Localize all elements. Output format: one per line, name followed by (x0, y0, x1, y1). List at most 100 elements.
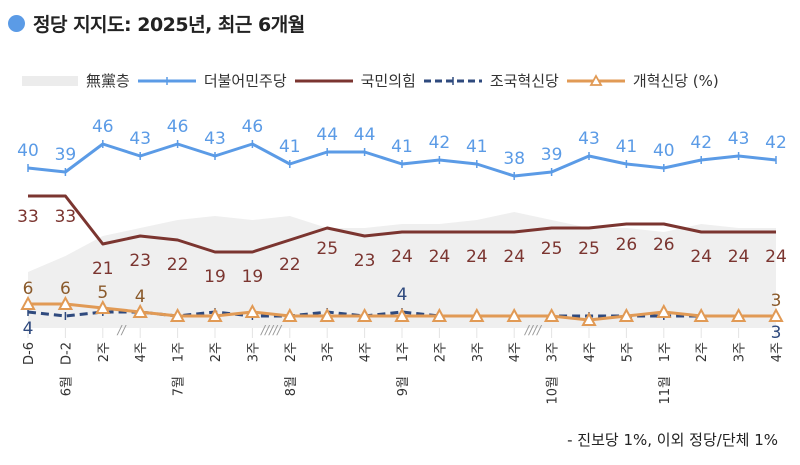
chart-title-text: 정당 지지도: 2025년, 최근 6개월 (33, 14, 305, 36)
data-label-democratic: 41 (616, 137, 638, 157)
data-label-democratic: 44 (354, 125, 376, 145)
data-label-ppp: 24 (391, 247, 413, 267)
data-label-democratic: 39 (541, 145, 563, 165)
x-axis-label: 1주 (396, 342, 411, 362)
data-point-reform (244, 303, 261, 318)
chart-legend: 無黨층 더불어민주당 국민의힘 조국혁신당 개혁신당 (%) (22, 70, 727, 91)
data-point-reform (543, 307, 560, 322)
data-point-reform (132, 303, 148, 318)
data-label-ppp: 24 (690, 247, 712, 267)
data-point-reform (356, 307, 373, 322)
data-label-democratic: 42 (690, 133, 712, 153)
data-label-democratic: 43 (129, 129, 151, 149)
data-label-democratic: 41 (391, 137, 413, 157)
legend-label: 無黨층 (86, 72, 130, 90)
data-point-reform (768, 307, 784, 322)
data-point-reform (95, 299, 111, 314)
title-bullet-icon (8, 15, 25, 32)
data-point-reform (394, 307, 410, 322)
data-point-reform (431, 307, 448, 322)
data-label-democratic: 42 (429, 133, 451, 153)
data-label-ppp: 25 (578, 239, 600, 259)
axis-break-mark: ///// (260, 323, 283, 337)
legend-swatch-area-icon (22, 75, 78, 86)
data-label-ppp: 26 (653, 235, 675, 255)
x-axis-label: 1주 (172, 342, 187, 362)
x-axis-label: 2주 (209, 342, 224, 362)
x-ticks-layer: /////////// (27, 323, 777, 338)
data-label-democratic: 38 (503, 149, 525, 169)
x-axis-label: 4주 (583, 342, 598, 362)
data-point-reform (207, 307, 223, 322)
data-label-ppp: 33 (55, 207, 77, 227)
legend-swatch-line-cross-icon (137, 76, 196, 85)
data-point-reform (581, 311, 597, 326)
area-layer (28, 212, 776, 328)
legend-item-ppp[interactable]: 국민의힘 (294, 70, 416, 91)
data-label-reform: 4 (135, 287, 146, 307)
x-axis-month-label: 11월 (658, 376, 673, 405)
data-label-ppp: 23 (129, 251, 151, 271)
data-label-ppp: 22 (167, 255, 189, 275)
series-line-rebuilding (27, 310, 776, 318)
data-point-reform (730, 307, 747, 322)
data-point-reform (469, 307, 485, 322)
axis-break-mark: // (116, 323, 127, 337)
x-axis-month-label: 9월 (396, 376, 411, 396)
x-axis-label: 3주 (546, 342, 561, 362)
legend-swatch-line-icon (294, 79, 353, 82)
data-point-reform (319, 307, 335, 322)
data-label-democratic: 44 (316, 125, 338, 145)
legend-item-nonpartisan[interactable]: 無黨층 (22, 70, 130, 91)
data-label-democratic: 39 (55, 145, 77, 165)
legend-item-reform[interactable]: 개혁신당 (%) (566, 70, 719, 91)
x-axis-month-label: 10월 (546, 376, 561, 405)
lines-layer (20, 140, 784, 326)
x-axis-label: 3주 (246, 342, 261, 362)
data-label-rebuilding: 4 (23, 319, 34, 339)
axis-break-mark: //// (524, 323, 543, 337)
data-point-reform (169, 307, 186, 322)
data-point-reform (656, 303, 672, 318)
x-axis-month-label: 6월 (59, 376, 74, 396)
data-label-democratic: 46 (167, 117, 189, 137)
data-label-ppp: 22 (279, 255, 301, 275)
data-label-rebuilding: 4 (397, 285, 408, 305)
data-label-ppp: 24 (503, 247, 525, 267)
data-point-reform (57, 295, 74, 310)
area-nonpartisan (28, 212, 776, 328)
data-label-ppp: 25 (541, 239, 563, 259)
data-label-democratic: 43 (204, 129, 226, 149)
legend-item-rebuilding[interactable]: 조국혁신당 (423, 70, 559, 91)
x-axis-label: 2주 (433, 342, 448, 362)
data-label-ppp: 24 (466, 247, 488, 267)
data-label-ppp: 24 (765, 247, 787, 267)
data-label-reform: 3 (771, 291, 782, 311)
legend-label: 더불어민주당 (203, 72, 287, 90)
x-axis-label: 5주 (620, 342, 635, 362)
x-axis-month-label: 7월 (172, 376, 187, 396)
data-point-reform (618, 307, 635, 322)
x-axis-label: 4주 (134, 342, 149, 362)
legend-item-democratic[interactable]: 더불어민주당 (137, 70, 287, 91)
data-label-democratic: 40 (17, 141, 39, 161)
data-point-reform (20, 295, 36, 310)
x-axis-label: 2주 (695, 342, 710, 362)
x-axis-label: 3주 (471, 342, 486, 362)
data-label-ppp: 24 (728, 247, 750, 267)
data-label-ppp: 19 (242, 267, 264, 287)
data-label-ppp: 21 (92, 259, 114, 279)
data-label-ppp: 26 (616, 235, 638, 255)
x-axis-labels: D-6 D-2 2주 4주 1주 2주 3주 2주 3주 4주 1주 2주 3주 4주 3주 4주 5주 1주 2주… (22, 342, 785, 405)
legend-swatch-dashed-cross-icon (423, 76, 482, 85)
x-axis-label: D-2 (59, 342, 74, 365)
legend-label: 조국혁신당 (489, 72, 559, 90)
data-label-ppp: 24 (429, 247, 451, 267)
data-label-reform: 6 (60, 279, 71, 299)
footnote: - 진보당 1%, 이외 정당/단체 1% (567, 431, 778, 449)
x-axis-label: 4주 (508, 342, 523, 362)
data-label-ppp: 19 (204, 267, 226, 287)
x-axis-label: 3주 (321, 342, 336, 362)
